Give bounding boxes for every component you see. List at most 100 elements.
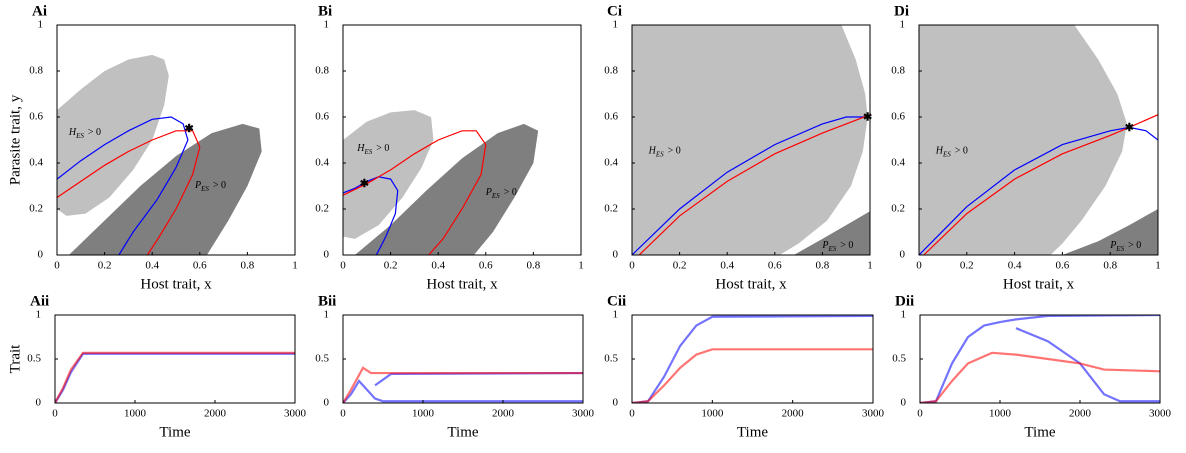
curve	[343, 371, 583, 403]
x-tick-label: 0.2	[98, 260, 112, 272]
x-tick-label: 0.8	[241, 260, 255, 272]
curve	[343, 176, 399, 255]
curve	[920, 351, 1160, 403]
plot-area	[55, 351, 295, 403]
y-tick-label: 0.6	[604, 111, 618, 123]
panel-title: Dii	[895, 293, 914, 309]
curve	[55, 351, 295, 403]
x-tick-label: 0.6	[768, 260, 782, 272]
y-tick-label: 0.2	[315, 203, 329, 215]
label-suffix: > 0	[213, 180, 226, 191]
region-label: HES > 0	[648, 146, 681, 158]
y-tick-label: 0.8	[604, 65, 618, 77]
axes-frame	[54, 314, 296, 404]
y-tick-label: 0.8	[29, 65, 43, 77]
region	[68, 123, 262, 255]
curve	[638, 114, 870, 255]
region-label: HES > 0	[356, 143, 389, 155]
x-tick-label: 2000	[492, 408, 515, 420]
region-label: PES > 0	[194, 180, 226, 192]
y-tick-label: 0.6	[315, 111, 329, 123]
label-suffix: > 0	[376, 143, 389, 154]
y-tick-label: 1	[36, 309, 42, 321]
y-tick-label: 0	[613, 249, 619, 261]
label-subscript: ES	[200, 185, 209, 193]
y-tick-label: 0	[324, 397, 330, 409]
label-suffix: > 0	[668, 146, 681, 157]
region	[1062, 209, 1158, 255]
label-subscript: ES	[491, 192, 500, 200]
x-tick-label: 0	[917, 408, 923, 420]
label-symbol: H	[935, 146, 944, 157]
label-subscript: ES	[75, 132, 84, 140]
x-tick-label: 0.6	[479, 260, 493, 272]
x-tick-label: 1	[1155, 260, 1161, 272]
region	[354, 123, 539, 255]
x-tick-label: 0.4	[431, 260, 445, 272]
x-tick-label: 2000	[1069, 408, 1092, 420]
panel-title: Aii	[30, 293, 49, 309]
x-tick-label: 0	[54, 260, 60, 272]
y-tick-label: 0	[36, 397, 42, 409]
label-suffix: > 0	[955, 146, 968, 157]
axes-frame	[56, 24, 296, 256]
x-tick-label: 3000	[1149, 408, 1172, 420]
label-symbol: P	[485, 187, 492, 198]
y-tick-label: 0.5	[27, 353, 41, 365]
x-axis-label: Host trait, x	[715, 276, 787, 292]
ess-marker: ✱	[184, 123, 193, 135]
curve	[919, 126, 1158, 255]
label-suffix: > 0	[88, 127, 101, 138]
x-tick-label: 0	[916, 260, 922, 272]
x-tick-label: 2000	[782, 408, 805, 420]
region-label: HES > 0	[935, 146, 968, 158]
y-tick-label: 1	[38, 19, 44, 31]
label-subscript: ES	[942, 150, 951, 158]
panel-title: Di	[894, 3, 909, 19]
plot-area	[920, 315, 1160, 403]
y-tick-label: 1	[613, 19, 619, 31]
region	[343, 110, 434, 239]
x-tick-label: 2000	[204, 408, 227, 420]
y-tick-label: 0.5	[892, 353, 906, 365]
curve	[343, 366, 583, 403]
label-subscript: ES	[364, 148, 373, 156]
x-tick-label: 0.8	[1103, 260, 1117, 272]
region-label: HES > 0	[68, 127, 101, 139]
region-label: PES > 0	[485, 187, 517, 199]
x-tick-label: 0	[629, 408, 635, 420]
y-axis-label: Parasite trait, y	[7, 94, 23, 185]
plot-area	[632, 315, 873, 403]
label-subscript: ES	[655, 150, 664, 158]
x-tick-label: 0.6	[1056, 260, 1070, 272]
plot-area	[57, 54, 262, 255]
curve	[57, 130, 201, 255]
x-tick-label: 3000	[284, 408, 307, 420]
region	[793, 211, 870, 255]
y-tick-label: 1	[324, 309, 330, 321]
x-axis-label: Time	[737, 424, 768, 440]
y-tick-label: 0	[324, 249, 330, 261]
curve	[632, 348, 873, 403]
x-tick-label: 1000	[989, 408, 1012, 420]
region	[632, 25, 868, 255]
label-symbol: P	[821, 240, 828, 251]
label-suffix: > 0	[840, 240, 853, 251]
x-tick-label: 0.2	[384, 260, 398, 272]
y-tick-label: 0.2	[604, 203, 618, 215]
x-tick-label: 0.2	[960, 260, 974, 272]
x-axis-label: Time	[159, 424, 190, 440]
panel-title: Ci	[607, 3, 622, 19]
region-label: PES > 0	[1109, 240, 1141, 252]
curve	[632, 315, 873, 403]
plot-area	[919, 25, 1158, 255]
panel-title: Bii	[318, 293, 336, 309]
x-tick-label: 0.4	[145, 260, 159, 272]
label-subscript: ES	[1115, 244, 1124, 252]
y-tick-label: 0.5	[315, 353, 329, 365]
y-tick-label: 0	[38, 249, 44, 261]
label-suffix: > 0	[1128, 240, 1141, 251]
x-tick-label: 0	[52, 408, 58, 420]
label-symbol: H	[648, 146, 657, 157]
label-symbol: H	[356, 143, 365, 154]
